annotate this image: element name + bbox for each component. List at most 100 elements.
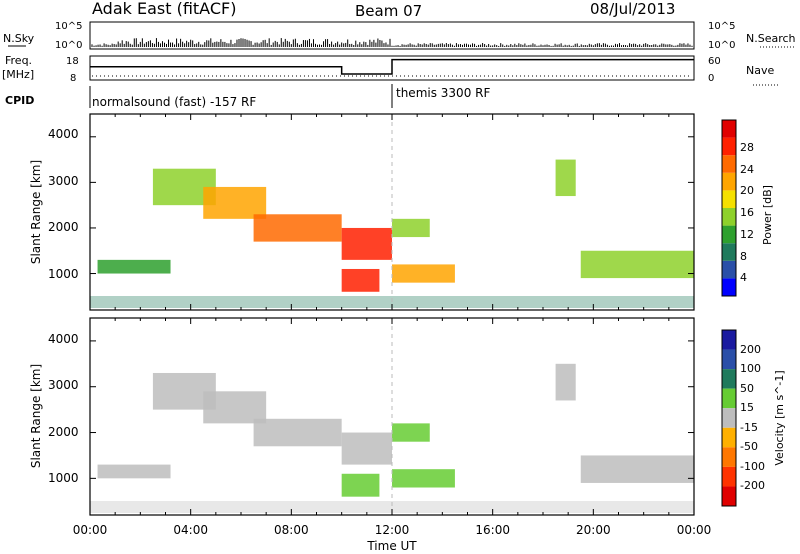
colorbar-swatch <box>722 208 736 226</box>
velocity-ytick-3000: 3000 <box>48 378 79 392</box>
echo-region <box>392 469 455 488</box>
velocity-echo-regions <box>90 363 694 513</box>
velocity-cbar-tick-200: 200 <box>740 343 761 356</box>
power-ticks <box>89 114 695 310</box>
xtick-2: 08:00 <box>274 523 309 537</box>
power-cbar-tick-24: 24 <box>740 163 754 176</box>
echo-region <box>341 432 392 465</box>
velocity-ytick-4000: 4000 <box>48 332 79 346</box>
velocity-cbar-tick-100: 100 <box>740 362 761 375</box>
colorbar-swatch <box>722 447 736 467</box>
velocity-panel: Slant Range [km] 1000 2000 3000 4000 <box>29 317 695 516</box>
xtick-5: 20:00 <box>576 523 611 537</box>
velocity-ylabel: Slant Range [km] <box>29 364 43 468</box>
nsky-trace <box>89 38 693 47</box>
echo-region <box>97 464 171 479</box>
freq-panel: Freq. [MHz] 18 8 60 0 Nave <box>2 54 780 86</box>
echo-region <box>555 363 576 401</box>
colorbar-swatch <box>722 155 736 173</box>
echo-region <box>555 159 576 197</box>
velocity-cbar-tick-50: 50 <box>740 382 754 395</box>
power-ytick-labels: 1000 2000 3000 4000 <box>48 127 79 281</box>
colorbar-swatch <box>722 486 736 506</box>
xtick-0: 00:00 <box>73 523 108 537</box>
velocity-ytick-2000: 2000 <box>48 425 79 439</box>
nave-label: Nave <box>746 64 774 77</box>
colorbar-swatch <box>722 243 736 261</box>
colorbar-swatch <box>722 330 736 350</box>
power-cbar-tick-8: 8 <box>740 250 747 263</box>
echo-region <box>203 186 267 219</box>
colorbar-swatch <box>722 369 736 389</box>
colorbar-swatch <box>722 349 736 370</box>
echo-region <box>392 264 455 283</box>
power-cbar-tick-20: 20 <box>740 184 754 197</box>
echo-region <box>253 418 342 447</box>
echo-region <box>341 473 380 497</box>
echo-region <box>580 455 694 483</box>
colorbar-swatch <box>722 427 736 448</box>
echo-region <box>392 218 430 238</box>
velocity-cbar-label: Velocity [m s^-1] <box>773 370 786 465</box>
echo-region <box>253 214 342 242</box>
velocity-ticks <box>89 318 695 515</box>
colorbar-swatch <box>722 172 736 191</box>
freq-tick-low: 8 <box>70 73 76 84</box>
cpid-second: themis 3300 RF <box>396 86 490 100</box>
nsky-label: N.Sky <box>3 32 35 45</box>
beam-label: Beam 07 <box>355 2 422 20</box>
power-colorbar-swatches <box>722 120 736 296</box>
power-cbar-tick-4: 4 <box>740 271 747 284</box>
velocity-cbar-tick-m100: -100 <box>740 460 765 473</box>
near-range-clutter <box>90 501 694 513</box>
colorbar-swatch <box>722 408 736 428</box>
date-label: 08/Jul/2013 <box>590 0 675 18</box>
xtick-4: 16:00 <box>475 523 510 537</box>
power-cbar-tick-12: 12 <box>740 228 754 241</box>
xtick-3: 12:00 <box>375 523 410 537</box>
nsky-tick-high: 10^5 <box>55 21 82 32</box>
power-panel: Slant Range [km] 1000 2000 3000 4000 <box>29 113 695 311</box>
colorbar-swatch <box>722 137 736 156</box>
velocity-colorbar: 200 100 50 15 -15 -50 -100 -200 Velocity… <box>721 329 786 507</box>
nsky-panel: N.Sky 10^5 10^0 10^5 10^0 N.Search <box>3 21 796 51</box>
echo-region <box>341 227 392 260</box>
velocity-ytick-1000: 1000 <box>48 471 79 485</box>
colorbar-swatch <box>722 225 736 244</box>
power-colorbar: 28 24 20 16 12 8 4 Power [dB] <box>721 119 774 297</box>
plot-title: Adak East (fitACF) <box>92 0 236 18</box>
colorbar-swatch <box>722 278 736 296</box>
xtick-1: 04:00 <box>173 523 208 537</box>
nsearch-label: N.Search <box>746 32 796 45</box>
power-cbar-tick-28: 28 <box>740 141 754 154</box>
power-cbar-tick-16: 16 <box>740 206 754 219</box>
velocity-colorbar-swatches <box>722 330 736 506</box>
power-ytick-4000: 4000 <box>48 127 79 141</box>
colorbar-swatch <box>722 120 736 138</box>
freq-tick-high: 18 <box>66 56 79 67</box>
nsky-tick-low: 10^0 <box>55 40 82 51</box>
velocity-ytick-labels: 1000 2000 3000 4000 <box>48 332 79 485</box>
x-axis-label: Time UT <box>366 539 417 553</box>
nsearch-tick-high: 10^5 <box>708 21 735 32</box>
colorbar-swatch <box>722 466 736 487</box>
echo-region <box>392 423 430 442</box>
velocity-cbar-tick-m200: -200 <box>740 479 765 492</box>
colorbar-swatch <box>722 190 736 208</box>
nsearch-tick-low: 10^0 <box>708 40 735 51</box>
freq-unit: [MHz] <box>2 68 34 81</box>
freq-line <box>90 58 694 75</box>
echo-region <box>97 259 171 274</box>
power-ytick-1000: 1000 <box>48 267 79 281</box>
echo-region <box>203 391 267 424</box>
cpid-first: normalsound (fast) -157 RF <box>92 95 256 109</box>
velocity-cbar-tick-m15: -15 <box>740 421 758 434</box>
freq-label: Freq. <box>5 54 32 67</box>
power-cbar-label: Power [dB] <box>761 185 774 245</box>
nave-tick-high: 60 <box>708 56 721 67</box>
cpid-row: CPID normalsound (fast) -157 RF themis 3… <box>5 84 490 109</box>
colorbar-swatch <box>722 388 736 409</box>
velocity-cbar-tick-15: 15 <box>740 401 754 414</box>
echo-region <box>580 250 694 279</box>
